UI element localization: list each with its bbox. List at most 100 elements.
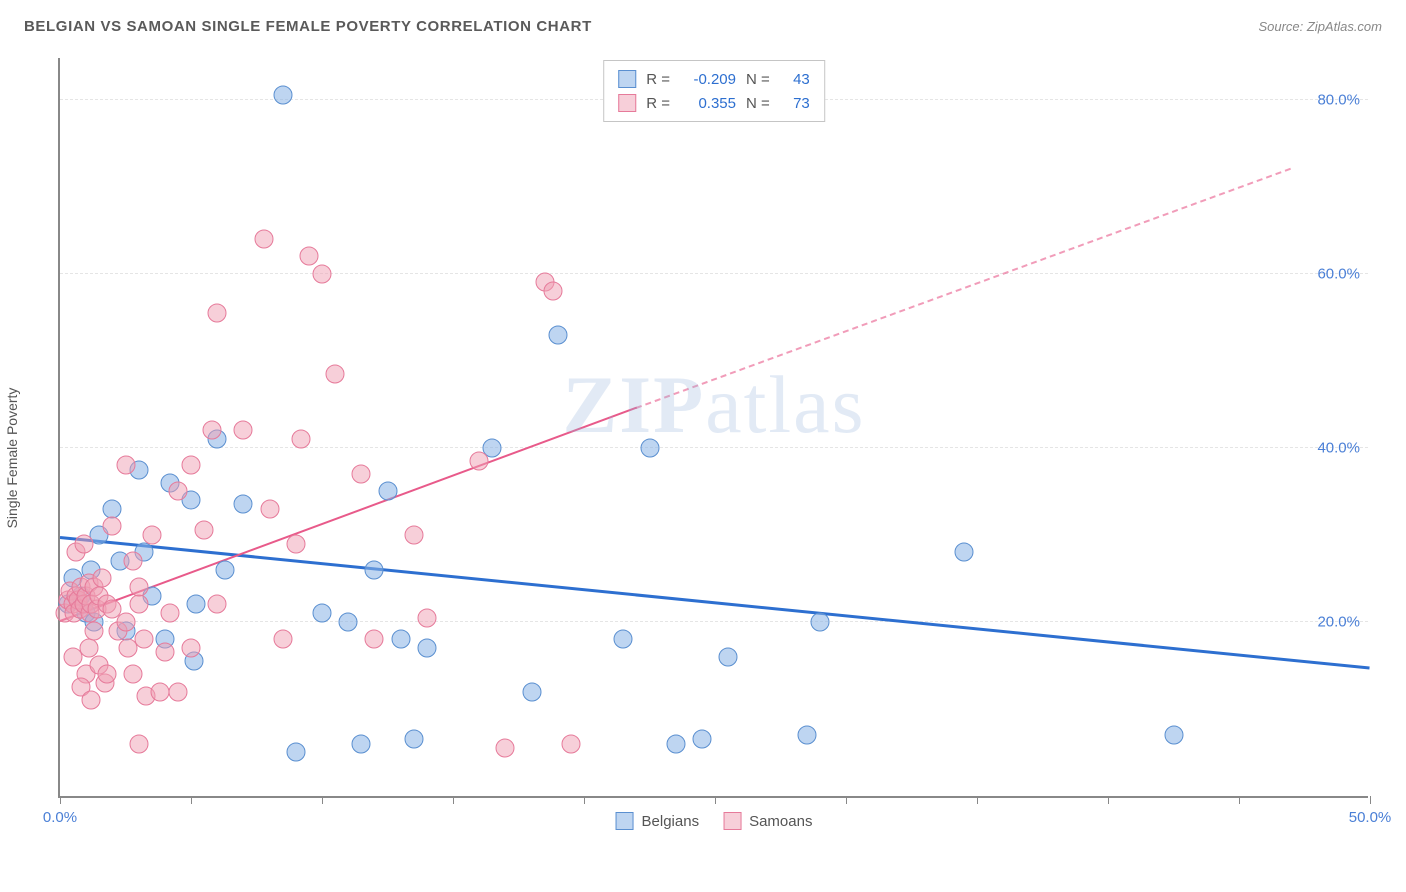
data-point-belgian bbox=[719, 647, 738, 666]
data-point-samoan bbox=[313, 264, 332, 283]
data-point-belgian bbox=[378, 482, 397, 501]
r-value-samoans: 0.355 bbox=[680, 95, 736, 112]
data-point-belgian bbox=[417, 639, 436, 658]
data-point-samoan bbox=[404, 525, 423, 544]
data-point-samoan bbox=[234, 421, 253, 440]
data-point-samoan bbox=[155, 643, 174, 662]
x-tick bbox=[1370, 796, 1371, 804]
series-legend: Belgians Samoans bbox=[616, 812, 813, 830]
data-point-samoan bbox=[182, 639, 201, 658]
data-point-belgian bbox=[692, 730, 711, 749]
data-point-belgian bbox=[313, 604, 332, 623]
data-point-samoan bbox=[98, 665, 117, 684]
gridline bbox=[60, 621, 1368, 622]
data-point-samoan bbox=[208, 595, 227, 614]
data-point-belgian bbox=[614, 630, 633, 649]
n-label: N = bbox=[746, 71, 770, 88]
data-point-samoan bbox=[142, 525, 161, 544]
x-tick bbox=[191, 796, 192, 804]
data-point-belgian bbox=[404, 730, 423, 749]
y-tick-label: 60.0% bbox=[1317, 265, 1360, 282]
n-label: N = bbox=[746, 95, 770, 112]
data-point-samoan bbox=[352, 464, 371, 483]
data-point-samoan bbox=[286, 534, 305, 553]
r-label: R = bbox=[646, 95, 670, 112]
data-point-belgian bbox=[391, 630, 410, 649]
data-point-samoan bbox=[116, 456, 135, 475]
data-point-samoan bbox=[202, 421, 221, 440]
r-value-belgians: -0.209 bbox=[680, 71, 736, 88]
data-point-samoan bbox=[124, 551, 143, 570]
swatch-blue bbox=[618, 70, 636, 88]
data-point-belgian bbox=[954, 543, 973, 562]
data-point-samoan bbox=[326, 364, 345, 383]
n-value-belgians: 43 bbox=[780, 71, 810, 88]
data-point-samoan bbox=[92, 569, 111, 588]
data-point-samoan bbox=[260, 499, 279, 518]
data-point-samoan bbox=[129, 734, 148, 753]
data-point-samoan bbox=[182, 456, 201, 475]
x-tick bbox=[846, 796, 847, 804]
data-point-samoan bbox=[103, 517, 122, 536]
data-point-samoan bbox=[129, 578, 148, 597]
data-point-belgian bbox=[365, 560, 384, 579]
legend-item-samoans: Samoans bbox=[723, 812, 812, 830]
x-tick bbox=[60, 796, 61, 804]
chart-title: BELGIAN VS SAMOAN SINGLE FEMALE POVERTY … bbox=[24, 18, 592, 35]
data-point-samoan bbox=[124, 665, 143, 684]
x-tick bbox=[1108, 796, 1109, 804]
legend-label-samoans: Samoans bbox=[749, 813, 812, 830]
data-point-belgian bbox=[273, 86, 292, 105]
data-point-samoan bbox=[85, 621, 104, 640]
source-prefix: Source: bbox=[1258, 19, 1306, 34]
data-point-belgian bbox=[286, 743, 305, 762]
y-tick-label: 80.0% bbox=[1317, 91, 1360, 108]
swatch-pink bbox=[723, 812, 741, 830]
y-tick-label: 40.0% bbox=[1317, 439, 1360, 456]
data-point-samoan bbox=[116, 612, 135, 631]
data-point-samoan bbox=[417, 608, 436, 627]
data-point-samoan bbox=[82, 691, 101, 710]
data-point-belgian bbox=[810, 612, 829, 631]
data-point-samoan bbox=[64, 647, 83, 666]
trendline bbox=[636, 167, 1292, 408]
data-point-belgian bbox=[1164, 726, 1183, 745]
chart-container: Single Female Poverty ZIPatlas R = -0.20… bbox=[18, 48, 1388, 868]
swatch-blue bbox=[616, 812, 634, 830]
data-point-belgian bbox=[352, 734, 371, 753]
x-tick-label: 0.0% bbox=[43, 809, 77, 826]
data-point-samoan bbox=[168, 482, 187, 501]
x-tick bbox=[322, 796, 323, 804]
data-point-belgian bbox=[522, 682, 541, 701]
data-point-samoan bbox=[129, 595, 148, 614]
data-point-samoan bbox=[208, 303, 227, 322]
data-point-samoan bbox=[74, 534, 93, 553]
watermark-bold: ZIP bbox=[563, 359, 706, 450]
data-point-samoan bbox=[255, 229, 274, 248]
data-point-belgian bbox=[339, 612, 358, 631]
watermark: ZIPatlas bbox=[563, 358, 866, 452]
legend-label-belgians: Belgians bbox=[642, 813, 700, 830]
x-tick bbox=[453, 796, 454, 804]
gridline bbox=[60, 273, 1368, 274]
data-point-samoan bbox=[150, 682, 169, 701]
data-point-samoan bbox=[543, 282, 562, 301]
source-attribution: Source: ZipAtlas.com bbox=[1258, 19, 1382, 34]
data-point-samoan bbox=[292, 430, 311, 449]
data-point-samoan bbox=[561, 734, 580, 753]
y-axis-label: Single Female Poverty bbox=[4, 388, 20, 529]
chart-header: BELGIAN VS SAMOAN SINGLE FEMALE POVERTY … bbox=[0, 0, 1406, 43]
x-tick bbox=[977, 796, 978, 804]
gridline bbox=[60, 447, 1368, 448]
source-link[interactable]: ZipAtlas.com bbox=[1307, 19, 1382, 34]
data-point-belgian bbox=[187, 595, 206, 614]
legend-item-belgians: Belgians bbox=[616, 812, 700, 830]
plot-area: ZIPatlas R = -0.209 N = 43 R = 0.355 N =… bbox=[58, 58, 1368, 798]
data-point-belgian bbox=[103, 499, 122, 518]
data-point-samoan bbox=[134, 630, 153, 649]
data-point-samoan bbox=[273, 630, 292, 649]
data-point-belgian bbox=[234, 495, 253, 514]
x-tick-label: 50.0% bbox=[1349, 809, 1392, 826]
x-tick bbox=[584, 796, 585, 804]
data-point-samoan bbox=[168, 682, 187, 701]
